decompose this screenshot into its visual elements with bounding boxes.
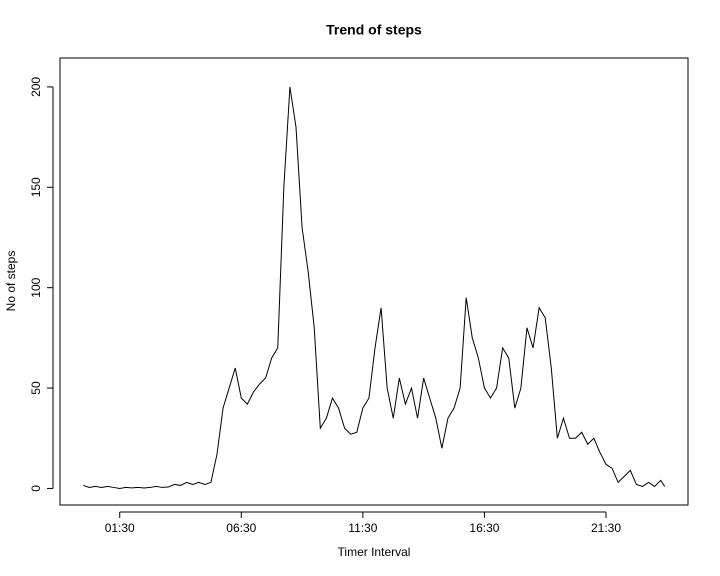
x-tick-label: 11:30 xyxy=(348,521,377,535)
x-axis-label: Timer Interval xyxy=(338,545,411,559)
y-tick-label: 150 xyxy=(29,177,43,197)
y-tick-label: 0 xyxy=(29,485,43,492)
x-tick-label: 21:30 xyxy=(591,521,621,535)
x-tick-label: 01:30 xyxy=(105,521,135,535)
plot-frame xyxy=(59,57,689,506)
x-tick-label: 16:30 xyxy=(469,521,499,535)
y-tick-label: 100 xyxy=(29,277,43,297)
x-tick-label: 06:30 xyxy=(226,521,256,535)
chart-title: Trend of steps xyxy=(326,22,422,38)
y-tick-label: 200 xyxy=(29,77,43,97)
line xyxy=(83,86,666,489)
y-axis-label: No of steps xyxy=(4,251,18,312)
y-tick-label: 50 xyxy=(29,381,43,395)
